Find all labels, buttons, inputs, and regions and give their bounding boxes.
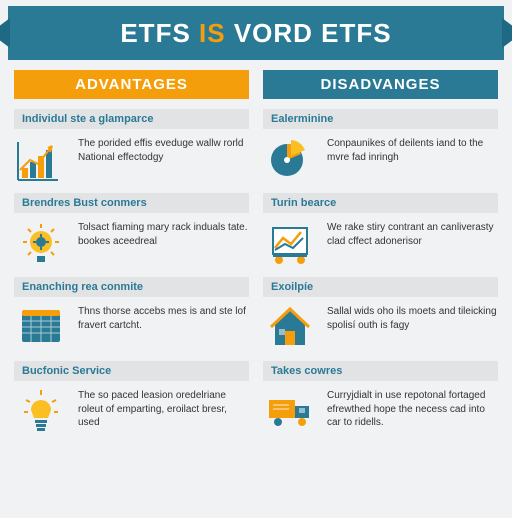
title-pre: ETFS [120,18,190,48]
dis-desc-1: Conpaunikes of deilents iand to the mvre… [327,135,498,164]
adv-sub-1: Individul ste a glamparce [14,109,249,129]
truck-icon [263,387,317,437]
adv-desc-3: Thns thorse accebs mes is and ste lof fr… [78,303,249,332]
dis-desc-3: Sallal wids oho ils moets and tileicking… [327,303,498,332]
adv-desc-2: Tolsact fiaming mary rack induals tate. … [78,219,249,248]
title-post: VORD ETFS [234,18,392,48]
advantages-column: ADVANTAGES Individul ste a glamparce The… [14,70,249,441]
adv-item-1: The porided effis eveduge wallw rorld Na… [14,129,249,189]
lightbulb-icon [14,387,68,437]
adv-desc-1: The porided effis eveduge wallw rorld Na… [78,135,249,164]
dis-item-1: Conpaunikes of deilents iand to the mvre… [263,129,498,189]
adv-sub-4: Bucfonic Service [14,361,249,381]
house-icon [263,303,317,353]
page-title: ETFS IS VORD ETFS [120,18,391,49]
dis-sub-3: Exoilpíe [263,277,498,297]
dis-item-2: We rake stiry contrant an canliverasty c… [263,213,498,273]
chart-cart-icon [263,219,317,269]
adv-item-3: Thns thorse accebs mes is and ste lof fr… [14,297,249,357]
adv-item-4: The so paced leasion oredelriane roleut … [14,381,249,441]
ribbon-left [0,18,10,48]
dis-sub-2: Turin bearce [263,193,498,213]
dis-item-3: Sallal wids oho ils moets and tileicking… [263,297,498,357]
spreadsheet-icon [14,303,68,353]
dis-item-4: Curryjdialt in use repotonal fortaged ef… [263,381,498,441]
dis-desc-2: We rake stiry contrant an canliverasty c… [327,219,498,248]
adv-sub-3: Enanching rea conmite [14,277,249,297]
dis-sub-1: Ealerminine [263,109,498,129]
adv-desc-4: The so paced leasion oredelriane roleut … [78,387,249,430]
dis-sub-4: Takes cowres [263,361,498,381]
disadvantages-column: DISADVANGES Ealerminine Conpaunikes of d… [263,70,498,441]
bar-chart-icon [14,135,68,185]
adv-item-2: Tolsact fiaming mary rack induals tate. … [14,213,249,273]
pie-chart-icon [263,135,317,185]
lightbulb-gear-icon [14,219,68,269]
header-banner: ETFS IS VORD ETFS [8,6,504,60]
adv-sub-2: Brendres Bust conmers [14,193,249,213]
advantages-heading: ADVANTAGES [14,70,249,99]
dis-desc-4: Curryjdialt in use repotonal fortaged ef… [327,387,498,430]
disadvantages-heading: DISADVANGES [263,70,498,99]
columns-wrap: ADVANTAGES Individul ste a glamparce The… [0,70,512,449]
title-mid: IS [199,18,226,48]
ribbon-right [502,18,512,48]
